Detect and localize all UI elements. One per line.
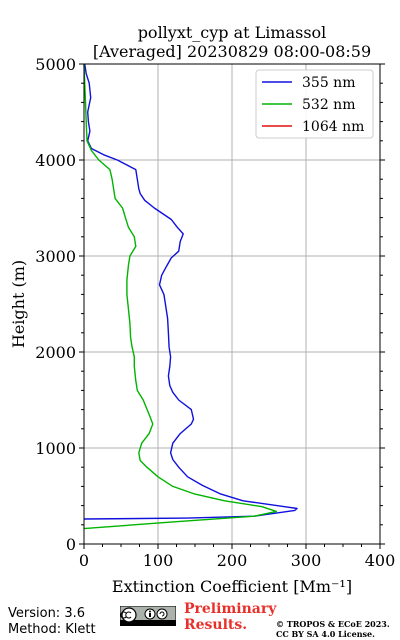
series-line-355-nm	[83, 63, 298, 520]
cc-by-sa-license-icon	[120, 606, 176, 626]
legend-box	[255, 69, 374, 139]
copyright-line-2: CC BY SA 4.0 License.	[276, 629, 375, 639]
preliminary-line-1: Preliminary	[184, 601, 277, 617]
legend: 355 nm 532 nm 1064 nm	[255, 69, 374, 139]
method-text: Method: Klett	[8, 622, 96, 637]
y-tick-label: 0	[66, 535, 76, 554]
x-tick-label: 100	[143, 551, 174, 570]
legend-label-355: 355 nm	[302, 75, 355, 91]
preliminary-results-note: Preliminary Results.	[184, 601, 276, 633]
chart-subtitle: [Averaged] 20230829 08:00-08:59	[93, 42, 371, 61]
y-tick-label: 3000	[35, 247, 76, 266]
x-axis-label: Extinction Coefficient [Mm⁻¹]	[112, 577, 352, 596]
legend-label-1064: 1064 nm	[302, 119, 364, 135]
y-tick-label: 2000	[35, 343, 76, 362]
y-axis-label: Height (m)	[9, 260, 28, 348]
series-layer	[83, 63, 298, 530]
version-text: Version: 3.6	[8, 606, 85, 621]
y-tick-label: 4000	[35, 151, 76, 170]
x-tick-label: 200	[217, 551, 248, 570]
x-tick-label: 300	[291, 551, 322, 570]
preliminary-line-2: Results.	[184, 617, 248, 633]
x-tick-label: 0	[79, 551, 89, 570]
y-tick-label: 1000	[35, 439, 76, 458]
legend-label-532: 532 nm	[302, 97, 355, 113]
y-tick-label: 5000	[35, 55, 76, 74]
series-line-532-nm	[83, 63, 278, 530]
copyright-note: © TROPOS & ECoE 2023. CC BY SA 4.0 Licen…	[276, 619, 390, 639]
copyright-line-1: © TROPOS & ECoE 2023.	[276, 619, 390, 629]
chart-title: pollyxt_cyp at Limassol	[138, 23, 327, 42]
x-tick-label: 400	[365, 551, 396, 570]
